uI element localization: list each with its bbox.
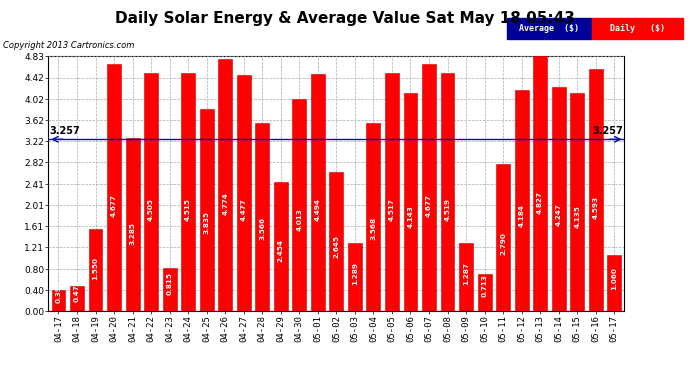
Bar [533, 56, 547, 311]
Text: 0.479: 0.479 [74, 279, 80, 302]
Text: 4.143: 4.143 [408, 206, 413, 228]
Text: 4.505: 4.505 [148, 198, 154, 221]
Text: 2.790: 2.790 [500, 232, 506, 255]
Text: 4.515: 4.515 [185, 198, 191, 220]
Text: 4.477: 4.477 [241, 199, 247, 221]
Bar [274, 182, 288, 311]
Bar [311, 74, 325, 311]
Text: Average  ($): Average ($) [520, 24, 580, 33]
Text: 3.257: 3.257 [593, 126, 623, 136]
Text: 3.285: 3.285 [130, 222, 136, 245]
Bar [404, 93, 417, 311]
Bar [385, 73, 399, 311]
Bar [144, 74, 158, 311]
Bar [515, 90, 529, 311]
Text: 4.519: 4.519 [444, 198, 451, 220]
Text: Copyright 2013 Cartronics.com: Copyright 2013 Cartronics.com [3, 41, 135, 50]
Bar [348, 243, 362, 311]
Bar [607, 255, 621, 311]
Text: 1.550: 1.550 [92, 257, 99, 280]
Text: 2.454: 2.454 [278, 239, 284, 262]
Text: 3.566: 3.566 [259, 217, 265, 240]
Bar [52, 290, 66, 311]
Text: 4.593: 4.593 [593, 196, 599, 219]
Text: 1.060: 1.060 [611, 267, 618, 290]
Bar [255, 123, 269, 311]
Bar [70, 286, 84, 311]
Text: 1.287: 1.287 [463, 262, 469, 285]
Text: 0.713: 0.713 [482, 274, 488, 297]
Text: 4.677: 4.677 [426, 195, 432, 217]
Text: 0.815: 0.815 [167, 272, 172, 295]
Bar [107, 64, 121, 311]
Bar [293, 99, 306, 311]
Bar [459, 243, 473, 311]
Bar [366, 123, 380, 311]
Text: 3.568: 3.568 [371, 216, 377, 240]
Text: 4.827: 4.827 [537, 192, 543, 214]
Bar [507, 18, 591, 39]
Bar [329, 172, 344, 311]
Bar [496, 164, 510, 311]
Text: 0.396: 0.396 [55, 280, 61, 303]
Bar [422, 64, 436, 311]
Text: Daily   ($): Daily ($) [610, 24, 665, 33]
Bar [126, 138, 139, 311]
Text: 4.013: 4.013 [296, 208, 302, 231]
Text: 4.517: 4.517 [389, 198, 395, 220]
Text: 3.257: 3.257 [50, 126, 80, 136]
Bar [477, 274, 491, 311]
Text: 3.835: 3.835 [204, 211, 210, 234]
Bar [88, 230, 103, 311]
Bar [589, 69, 602, 311]
Bar [163, 268, 177, 311]
Bar [593, 18, 683, 39]
Bar [181, 73, 195, 311]
Text: 1.289: 1.289 [352, 262, 358, 285]
Bar [552, 87, 566, 311]
Text: 4.677: 4.677 [111, 195, 117, 217]
Text: 4.135: 4.135 [574, 206, 580, 228]
Text: 2.645: 2.645 [333, 235, 339, 258]
Bar [570, 93, 584, 311]
Bar [218, 59, 232, 311]
Text: 4.494: 4.494 [315, 198, 321, 221]
Text: 4.774: 4.774 [222, 193, 228, 216]
Text: 4.184: 4.184 [519, 204, 524, 227]
Text: 4.247: 4.247 [555, 203, 562, 226]
Bar [237, 75, 250, 311]
Bar [199, 109, 214, 311]
Bar [441, 73, 455, 311]
Text: Daily Solar Energy & Average Value Sat May 18 05:43: Daily Solar Energy & Average Value Sat M… [115, 11, 575, 26]
